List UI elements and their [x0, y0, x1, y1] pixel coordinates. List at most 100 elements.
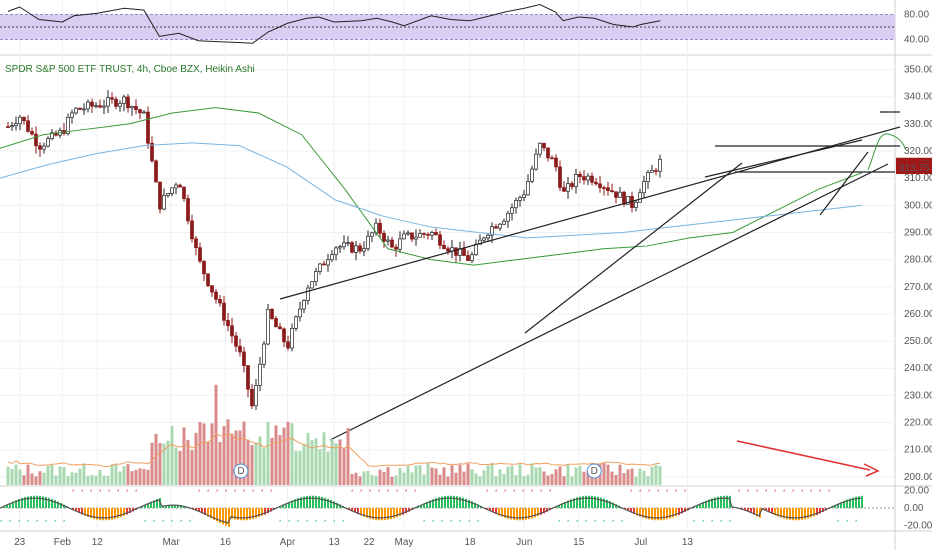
osc-bar — [540, 508, 542, 515]
candle-body — [398, 238, 402, 250]
price-tick-label: 340.00 — [904, 92, 932, 103]
osc-signal: * — [423, 520, 426, 526]
volume-bar — [210, 423, 214, 485]
osc-bar — [48, 497, 50, 508]
price-tick-label: 310.00 — [904, 173, 932, 184]
osc-signal: * — [693, 520, 696, 526]
osc-bar — [636, 508, 638, 516]
candle-body — [382, 232, 386, 242]
volume-bar — [382, 471, 386, 485]
osc-bar — [489, 508, 491, 511]
osc-bar — [444, 496, 446, 508]
osc-bar — [15, 500, 17, 508]
volume-bar — [338, 439, 342, 485]
volume-bar — [366, 470, 370, 485]
osc-signal: * — [540, 490, 543, 496]
volume-bar — [370, 474, 374, 485]
osc-signal: * — [306, 520, 309, 526]
volume-bar — [482, 470, 486, 485]
osc-bar — [762, 508, 764, 509]
osc-signal: * — [45, 520, 48, 526]
osc-bar — [663, 508, 665, 520]
volume-bar — [102, 475, 106, 485]
volume-bar — [438, 474, 442, 485]
osc-bar — [33, 495, 35, 508]
volume-bar — [434, 468, 438, 485]
osc-bar — [639, 508, 641, 517]
osc-bar — [588, 495, 590, 508]
osc-bar — [801, 508, 803, 520]
trend-line[interactable] — [329, 163, 889, 441]
osc-bar — [129, 508, 131, 514]
osc-bar — [141, 506, 143, 508]
volume-bar — [610, 471, 614, 485]
osc-signal-line — [0, 497, 862, 524]
osc-signal: * — [684, 490, 687, 496]
candle-body — [262, 343, 266, 365]
osc-bar — [51, 498, 53, 508]
osc-signal: * — [144, 520, 147, 526]
candle-body — [218, 298, 222, 304]
volume-bar — [506, 466, 510, 485]
osc-bar — [327, 498, 329, 508]
osc-signal: * — [99, 490, 102, 496]
candle-body — [234, 335, 238, 347]
osc-signal: * — [171, 520, 174, 526]
price-panel[interactable] — [0, 90, 907, 441]
candle-body — [534, 153, 538, 170]
osc-bar — [726, 495, 728, 508]
osc-bar — [768, 508, 770, 513]
volume-bar — [134, 469, 138, 485]
osc-bar — [246, 508, 248, 521]
osc-bar — [45, 497, 47, 508]
candle-body — [350, 242, 354, 253]
volume-bar — [198, 421, 202, 485]
volume-bar — [226, 419, 230, 485]
osc-bar — [465, 498, 467, 508]
osc-bar — [543, 508, 545, 514]
candle-body — [602, 187, 606, 189]
osc-bar — [36, 495, 38, 508]
osc-bar — [627, 508, 629, 511]
candle-body — [494, 226, 498, 229]
osc-bar — [741, 508, 743, 510]
candle-body — [38, 145, 42, 150]
osc-bar — [819, 508, 821, 514]
volume-bar — [190, 450, 194, 485]
trend-line[interactable] — [524, 162, 743, 334]
volume-bar — [594, 474, 598, 485]
osc-bar — [30, 495, 32, 508]
osc-signal: * — [432, 520, 435, 526]
candle-body — [622, 191, 626, 205]
volume-bar — [486, 465, 490, 485]
osc-bar — [510, 508, 512, 520]
candle-body — [78, 107, 82, 110]
osc-bar — [168, 504, 170, 508]
trend-line[interactable] — [819, 151, 869, 216]
osc-bar — [252, 508, 254, 520]
rsi-panel[interactable] — [0, 3, 895, 44]
candle-body — [318, 263, 322, 272]
osc-bar — [177, 504, 179, 508]
osc-bar — [78, 508, 80, 513]
osc-bar — [807, 508, 809, 519]
osc-bar — [303, 496, 305, 508]
candle-body — [202, 260, 206, 275]
oscillator-panel[interactable]: * * * * * * * * * * * * * * * * * * * * * * * * * * * * * * * * * * * * * * * *… — [0, 490, 895, 527]
candle-body — [434, 232, 438, 236]
candle-body — [518, 197, 522, 201]
dividend-marker[interactable] — [233, 463, 249, 479]
volume-bar — [118, 471, 122, 485]
volume-bar — [494, 476, 498, 485]
volume-bar — [290, 423, 294, 485]
candle-body — [302, 299, 306, 310]
osc-bar — [219, 508, 221, 524]
dividend-marker[interactable] — [586, 463, 602, 479]
osc-bar — [111, 508, 113, 520]
volume-bar — [322, 432, 326, 485]
osc-bar — [645, 508, 647, 519]
osc-bar — [624, 508, 626, 510]
osc-bar — [24, 497, 26, 508]
osc-bar — [453, 495, 455, 508]
